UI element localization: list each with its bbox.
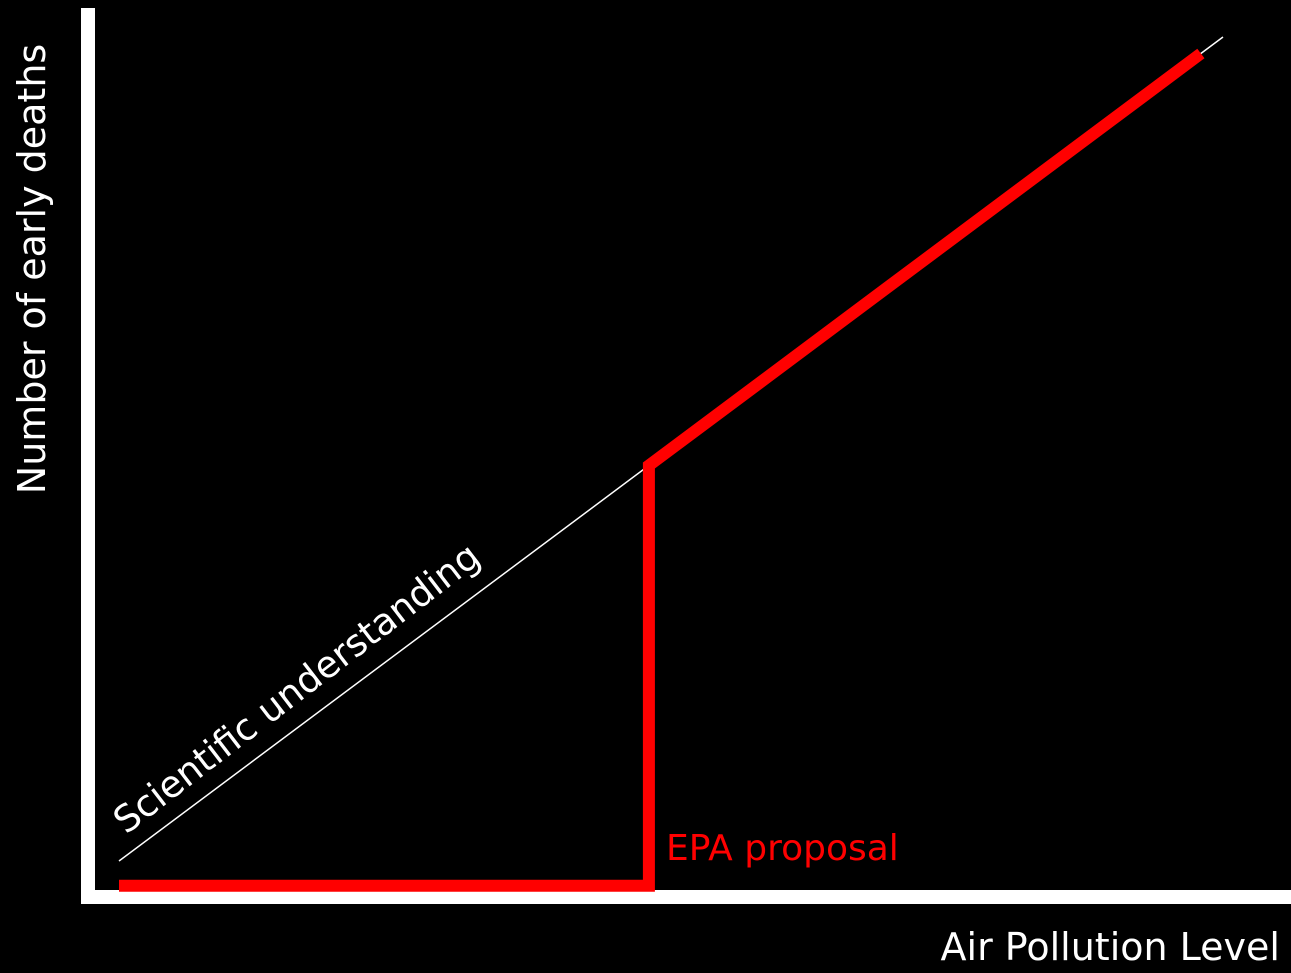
- epa-proposal-label: EPA proposal: [666, 828, 899, 869]
- y-axis-label: Number of early deaths: [10, 44, 54, 494]
- series-layer: [118, 36, 1224, 892]
- x-axis-label: Air Pollution Level: [941, 925, 1280, 969]
- epa-proposal-line: [119, 48, 1205, 892]
